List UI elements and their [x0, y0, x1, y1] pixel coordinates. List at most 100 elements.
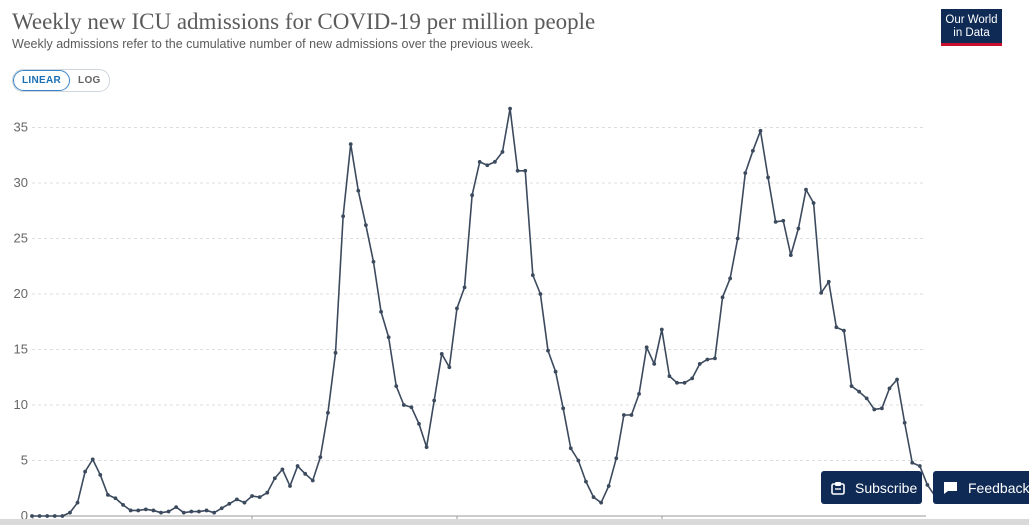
data-point[interactable]: [523, 168, 528, 173]
data-point[interactable]: [272, 476, 277, 481]
subscribe-button[interactable]: Subscribe: [821, 471, 922, 504]
data-point[interactable]: [538, 292, 543, 296]
data-point[interactable]: [432, 398, 437, 403]
data-point[interactable]: [546, 348, 550, 353]
data-point[interactable]: [280, 467, 285, 472]
data-point[interactable]: [455, 306, 459, 311]
data-point[interactable]: [591, 495, 596, 500]
data-point[interactable]: [500, 150, 505, 154]
data-point[interactable]: [83, 469, 88, 474]
data-point[interactable]: [750, 148, 755, 153]
data-point[interactable]: [68, 510, 72, 515]
data-point[interactable]: [257, 495, 262, 500]
data-point[interactable]: [174, 505, 179, 510]
data-point[interactable]: [424, 445, 429, 450]
data-point[interactable]: [857, 389, 862, 394]
data-point[interactable]: [45, 514, 50, 518]
data-point[interactable]: [143, 507, 148, 512]
data-point[interactable]: [341, 214, 346, 219]
data-point[interactable]: [720, 295, 725, 300]
data-point[interactable]: [568, 446, 573, 451]
data-point[interactable]: [781, 218, 786, 223]
data-point[interactable]: [219, 506, 224, 511]
data-point[interactable]: [864, 396, 869, 401]
data-point[interactable]: [462, 285, 467, 290]
data-point[interactable]: [667, 374, 672, 379]
data-point[interactable]: [113, 496, 118, 501]
data-point[interactable]: [90, 457, 95, 462]
data-point[interactable]: [166, 509, 171, 514]
data-point[interactable]: [250, 494, 254, 498]
data-point[interactable]: [105, 493, 110, 497]
data-point[interactable]: [326, 410, 330, 415]
data-point[interactable]: [310, 478, 315, 483]
data-point[interactable]: [227, 501, 232, 506]
data-point[interactable]: [652, 362, 657, 366]
data-point[interactable]: [872, 407, 877, 412]
data-point[interactable]: [121, 503, 125, 507]
data-point[interactable]: [265, 490, 270, 495]
data-point[interactable]: [318, 455, 323, 460]
data-point[interactable]: [363, 223, 368, 228]
data-point[interactable]: [902, 420, 907, 425]
data-point[interactable]: [606, 484, 611, 488]
data-point[interactable]: [826, 279, 831, 284]
data-point[interactable]: [401, 403, 406, 407]
data-point[interactable]: [288, 484, 292, 488]
data-point[interactable]: [561, 406, 566, 411]
data-point[interactable]: [333, 350, 338, 355]
data-point[interactable]: [189, 509, 194, 514]
data-point[interactable]: [212, 510, 217, 515]
data-point[interactable]: [409, 405, 414, 410]
data-point[interactable]: [515, 168, 520, 173]
data-point[interactable]: [849, 384, 854, 389]
data-point[interactable]: [743, 171, 748, 175]
data-point[interactable]: [735, 236, 740, 241]
data-point[interactable]: [371, 259, 376, 264]
bottom-scrollbar[interactable]: [0, 519, 1029, 525]
data-point[interactable]: [234, 497, 239, 502]
data-point[interactable]: [530, 273, 535, 278]
data-point[interactable]: [690, 376, 695, 381]
data-point[interactable]: [242, 500, 247, 505]
data-point[interactable]: [584, 479, 588, 484]
data-point[interactable]: [394, 384, 399, 389]
data-point[interactable]: [621, 413, 626, 417]
data-point[interactable]: [181, 510, 186, 515]
data-point[interactable]: [37, 514, 42, 518]
data-point[interactable]: [295, 464, 300, 468]
data-point[interactable]: [128, 508, 133, 513]
owid-logo[interactable]: Our World in Data: [941, 9, 1002, 46]
data-point[interactable]: [75, 500, 80, 505]
data-point[interactable]: [30, 514, 34, 518]
data-point[interactable]: [485, 163, 490, 168]
data-point[interactable]: [644, 345, 649, 350]
data-point[interactable]: [508, 106, 512, 111]
data-point[interactable]: [766, 175, 770, 180]
data-point[interactable]: [553, 369, 558, 374]
data-point[interactable]: [379, 309, 383, 314]
data-point[interactable]: [637, 392, 641, 396]
data-point[interactable]: [925, 483, 930, 487]
data-point[interactable]: [917, 464, 922, 468]
data-point[interactable]: [713, 356, 717, 361]
data-point[interactable]: [682, 380, 687, 385]
data-point[interactable]: [151, 508, 156, 513]
data-point[interactable]: [348, 142, 353, 147]
data-point[interactable]: [879, 406, 884, 411]
data-point[interactable]: [804, 187, 808, 192]
data-point[interactable]: [910, 460, 915, 465]
data-point[interactable]: [773, 219, 778, 224]
data-point[interactable]: [136, 508, 141, 513]
data-point[interactable]: [303, 471, 308, 476]
data-point[interactable]: [834, 325, 839, 330]
data-point[interactable]: [697, 362, 702, 366]
data-point[interactable]: [895, 377, 899, 382]
data-point[interactable]: [796, 226, 801, 231]
data-point[interactable]: [629, 413, 634, 417]
data-point[interactable]: [386, 335, 391, 340]
data-point[interactable]: [98, 473, 103, 477]
data-point[interactable]: [819, 290, 824, 295]
data-point[interactable]: [52, 514, 57, 518]
data-point[interactable]: [659, 327, 664, 332]
